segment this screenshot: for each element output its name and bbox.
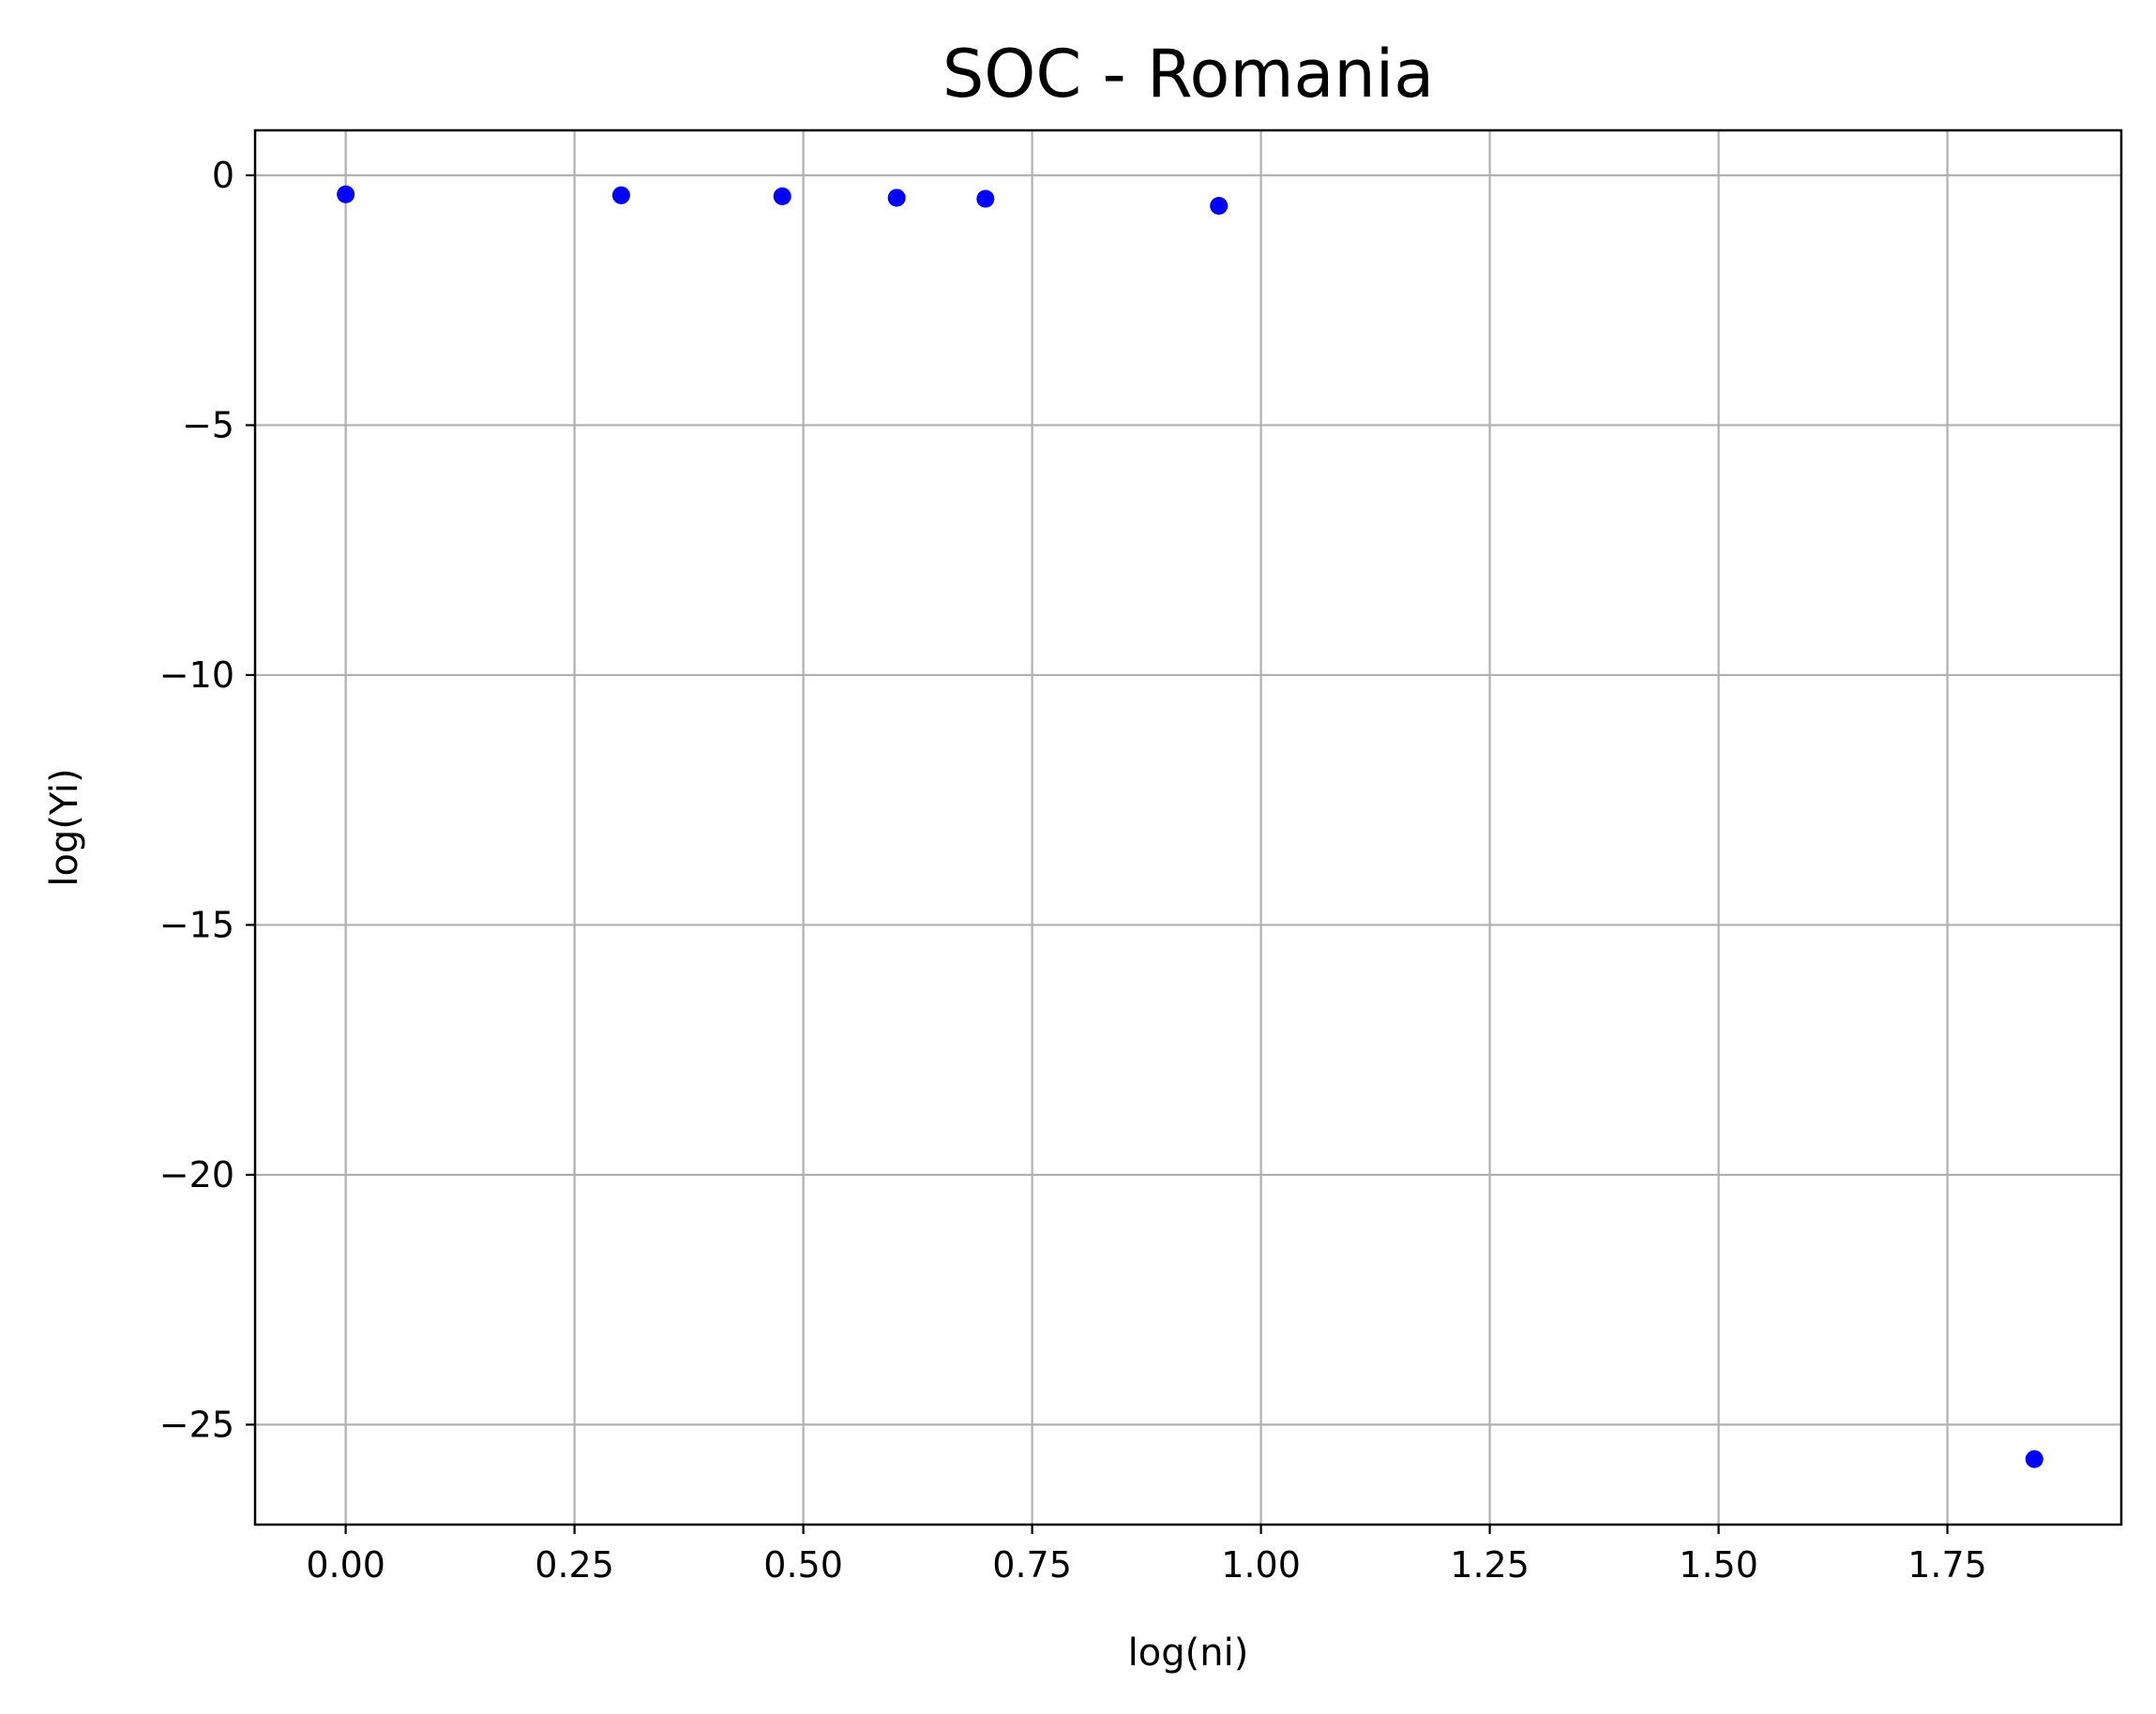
x-tick-label: 1.75 bbox=[1907, 1544, 1987, 1586]
y-tick-label: 0 bbox=[212, 155, 234, 196]
scatter-point bbox=[887, 188, 906, 207]
x-tick-label: 0.00 bbox=[306, 1544, 385, 1586]
y-axis-label: log(Yi) bbox=[43, 768, 86, 886]
x-tick-label: 1.50 bbox=[1679, 1544, 1758, 1586]
y-tick-label: −25 bbox=[159, 1404, 234, 1445]
y-tick-label: −15 bbox=[159, 904, 234, 945]
x-tick-label: 0.25 bbox=[535, 1544, 614, 1586]
y-tick-label: −20 bbox=[159, 1154, 234, 1195]
axis-ticks: 0.00 0.25 0.50 0.75 1.00 1.25 1.50 1.75 0 −5 −10 −1… bbox=[159, 155, 1987, 1586]
x-axis-label: log(ni) bbox=[1128, 1631, 1249, 1675]
scatter-point bbox=[337, 185, 355, 203]
y-tick-label: −5 bbox=[182, 404, 234, 445]
scatter-point bbox=[773, 187, 792, 205]
x-tick-label: 1.00 bbox=[1221, 1544, 1301, 1586]
scatter-points bbox=[337, 185, 2043, 1468]
x-tick-label: 1.25 bbox=[1450, 1544, 1530, 1586]
scatter-point bbox=[2025, 1450, 2043, 1468]
plot-area-frame bbox=[253, 128, 2123, 1526]
y-tick-label: −10 bbox=[159, 654, 234, 696]
scatter-point bbox=[611, 186, 630, 204]
grid bbox=[255, 130, 2121, 1525]
x-tick-label: 0.50 bbox=[763, 1544, 843, 1586]
scatter-point bbox=[976, 189, 995, 208]
scatter-point bbox=[1210, 196, 1229, 215]
x-tick-label: 0.75 bbox=[992, 1544, 1072, 1586]
chart-title: SOC - Romania bbox=[942, 36, 1434, 113]
